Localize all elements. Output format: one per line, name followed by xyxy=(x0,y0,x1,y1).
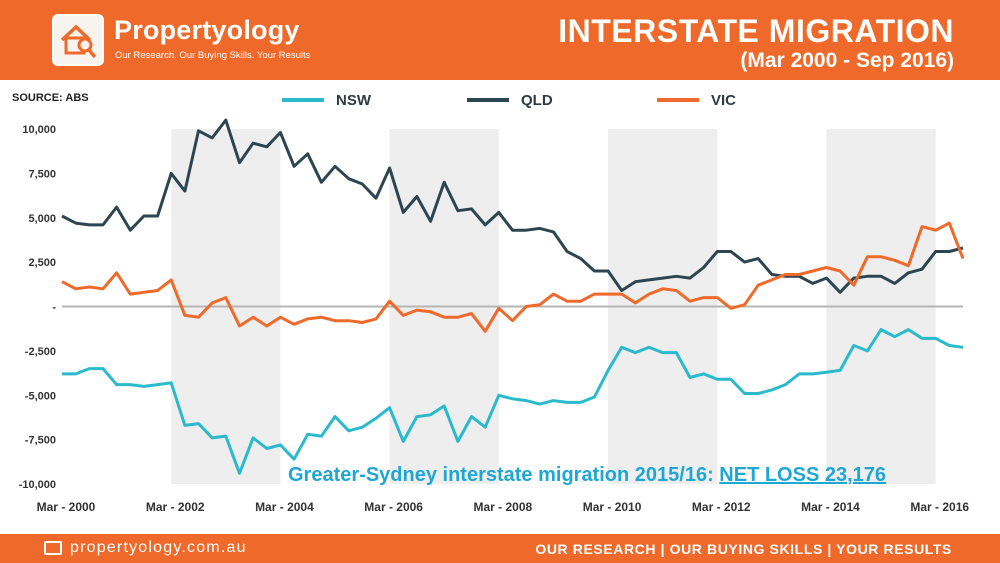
annotation-highlight: NET LOSS 23,176 xyxy=(719,464,886,486)
x-tick-label: Mar - 2008 xyxy=(473,500,532,514)
page-subtitle: (Mar 2000 - Sep 2016) xyxy=(740,49,954,72)
website-link[interactable]: propertyology.com.au xyxy=(70,539,247,556)
y-tick-label: -10,000 xyxy=(19,479,56,491)
annotation: Greater-Sydney interstate migration 2015… xyxy=(288,464,886,486)
series-line-vic xyxy=(61,221,965,333)
legend-label: NSW xyxy=(336,92,372,109)
source-label: SOURCE: ABS xyxy=(12,92,89,104)
y-tick-label: -7,500 xyxy=(25,435,56,447)
x-tick-label: Mar - 2016 xyxy=(910,500,969,514)
y-tick-label: 5,000 xyxy=(28,213,56,225)
footer-tagline: OUR RESEARCH | OUR BUYING SKILLS | YOUR … xyxy=(535,541,952,557)
brand-name: Propertyology xyxy=(114,15,300,45)
footer-banner: propertyology.com.au OUR RESEARCH | OUR … xyxy=(0,534,1000,563)
series-line-nsw xyxy=(62,328,964,475)
x-tick-label: Mar - 2012 xyxy=(692,500,751,514)
x-axis-ticks: Mar - 2000 Mar - 2002 Mar - 2004 Mar - 2006… xyxy=(37,500,970,514)
house-magnifier-icon xyxy=(60,24,97,59)
y-axis-ticks: 10,000 7,500 5,000 2,500 - -2,500 -5,000 -7,500… xyxy=(19,124,57,491)
y-tick-label: 2,500 xyxy=(28,257,56,269)
x-tick-label: Mar - 2000 xyxy=(37,500,96,514)
x-tick-label: Mar - 2004 xyxy=(255,500,314,514)
y-tick-label: -5,000 xyxy=(25,390,56,402)
brand-tagline: Our Research. Our Buying Skills. Your Re… xyxy=(115,50,311,61)
x-tick-label: Mar - 2010 xyxy=(583,500,642,514)
x-tick-label: Mar - 2014 xyxy=(801,500,860,514)
x-tick-label: Mar - 2006 xyxy=(364,500,423,514)
y-tick-label: - xyxy=(52,302,56,314)
x-tick-label: Mar - 2002 xyxy=(146,500,205,514)
logo-mark xyxy=(52,14,104,66)
annotation-text: Greater-Sydney interstate migration 2015… xyxy=(288,464,719,486)
legend-label: VIC xyxy=(711,92,736,109)
monitor-icon xyxy=(44,541,62,555)
migration-chart: 10,000 7,500 5,000 2,500 - -2,500 -5,000 -7,500… xyxy=(19,92,970,514)
y-tick-label: -2,500 xyxy=(25,346,56,358)
series-lines xyxy=(61,118,965,475)
header-banner: Propertyology Our Research. Our Buying S… xyxy=(0,0,1000,80)
series-line-qld xyxy=(61,118,964,294)
legend-label: QLD xyxy=(521,92,553,109)
y-tick-label: 7,500 xyxy=(28,168,56,180)
page-title: INTERSTATE MIGRATION xyxy=(558,13,954,49)
legend: NSW QLD VIC xyxy=(282,92,736,109)
y-tick-label: 10,000 xyxy=(22,124,56,136)
